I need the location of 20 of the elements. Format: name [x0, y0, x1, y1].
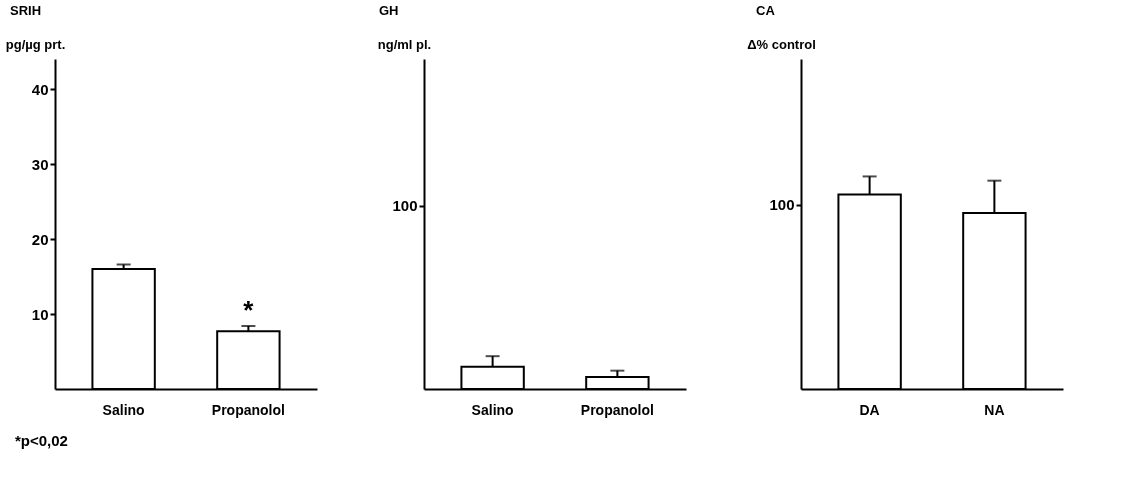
y-tick-label: 40 — [31, 80, 49, 98]
x-tick-label: Salino — [471, 401, 514, 418]
x-tick-label: NA — [984, 401, 1005, 418]
y-axis-title: pg/µg prt. — [5, 36, 66, 52]
x-tick-label: DA — [859, 401, 880, 418]
chart-title: SRIH — [10, 3, 42, 18]
y-tick-label: 10 — [31, 305, 49, 323]
text: *p<0,02 — [15, 432, 68, 449]
chart-title: GH — [379, 3, 399, 18]
y-tick-label: 20 — [31, 230, 49, 248]
y-tick-label: 100 — [769, 196, 795, 214]
x-tick-label: Propanolol — [580, 401, 654, 418]
y-axis-title: Δ% control — [747, 36, 816, 52]
chart-title: CA — [756, 3, 776, 18]
y-tick-label: 30 — [31, 155, 49, 173]
y-axis-title: ng/ml pl. — [377, 36, 432, 52]
y-tick-label: 100 — [392, 197, 418, 215]
x-tick-label: Salino — [102, 401, 145, 418]
x-tick-label: Propanolol — [211, 401, 285, 418]
annotation: * — [243, 295, 255, 325]
